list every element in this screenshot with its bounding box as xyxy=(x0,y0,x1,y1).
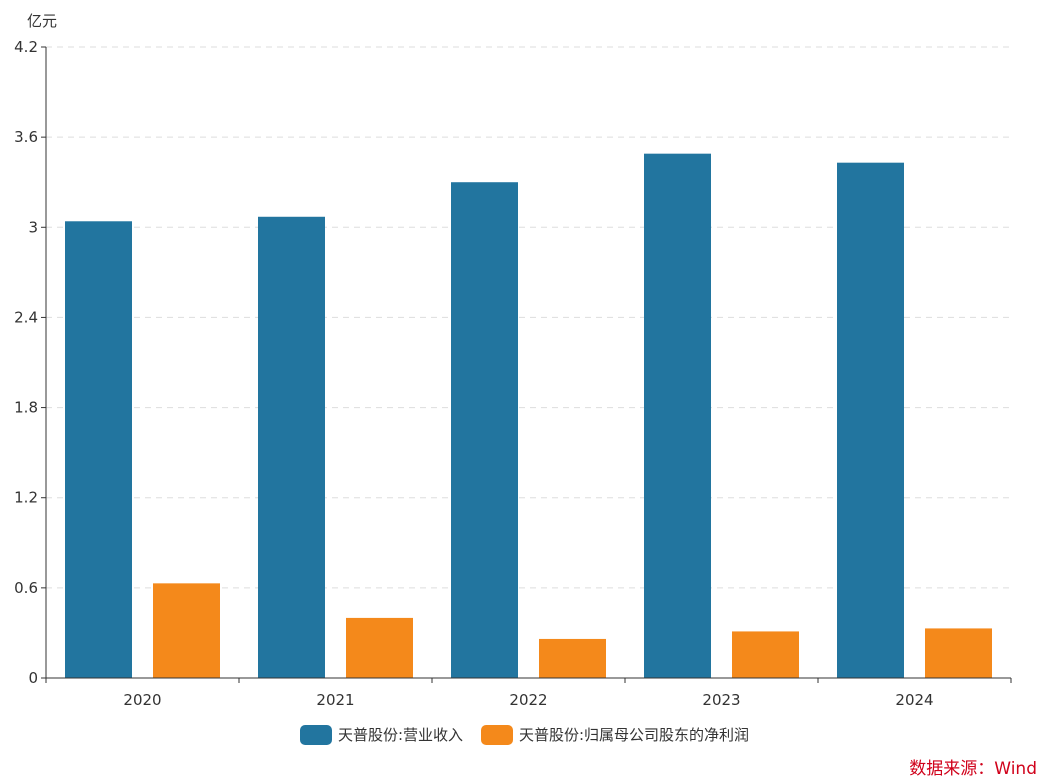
legend: 天普股份:营业收入 天普股份:归属母公司股东的净利润 xyxy=(0,724,1049,745)
y-tick-label: 2.4 xyxy=(14,308,38,326)
legend-swatch-net-profit xyxy=(481,724,513,745)
y-tick-label: 1.2 xyxy=(14,489,38,507)
y-tick-label: 1.8 xyxy=(14,399,38,417)
y-tick-label: 4.2 xyxy=(14,38,38,56)
x-tick-labels: 2020 2021 2022 2023 2024 xyxy=(123,691,933,709)
x-tick-label: 2021 xyxy=(316,691,354,709)
y-tick-labels: 0 0.6 1.2 1.8 2.4 3 3.6 4.2 xyxy=(14,38,38,687)
y-tick-label: 3.6 xyxy=(14,128,38,146)
legend-item-revenue[interactable]: 天普股份:营业收入 xyxy=(299,724,463,745)
x-tick-label: 2020 xyxy=(123,691,161,709)
bar-net-profit-2021[interactable] xyxy=(346,617,413,678)
bar-revenue-2024[interactable] xyxy=(837,162,904,678)
legend-item-net-profit[interactable]: 天普股份:归属母公司股东的净利润 xyxy=(481,724,749,745)
bar-revenue-2023[interactable] xyxy=(644,153,711,678)
x-tick-label: 2024 xyxy=(895,691,933,709)
y-tick-label: 3 xyxy=(28,218,38,236)
y-tick-label: 0.6 xyxy=(14,579,38,597)
bars xyxy=(65,153,992,678)
legend-label-revenue: 天普股份:营业收入 xyxy=(337,726,463,744)
legend-swatch-revenue xyxy=(299,724,332,745)
x-tick-label: 2023 xyxy=(702,691,740,709)
bar-net-profit-2023[interactable] xyxy=(732,631,799,678)
bar-revenue-2022[interactable] xyxy=(451,182,518,678)
bar-revenue-2021[interactable] xyxy=(258,216,325,678)
y-tick-label: 0 xyxy=(28,669,38,687)
x-tick-label: 2022 xyxy=(509,691,547,709)
data-source: 数据来源：Wind xyxy=(909,759,1037,779)
bar-revenue-2020[interactable] xyxy=(65,221,132,678)
bar-net-profit-2022[interactable] xyxy=(539,638,606,678)
bar-net-profit-2024[interactable] xyxy=(925,628,992,678)
y-unit-label: 亿元 xyxy=(27,12,57,30)
bar-net-profit-2020[interactable] xyxy=(153,583,220,678)
legend-label-net-profit: 天普股份:归属母公司股东的净利润 xyxy=(519,726,750,744)
axes xyxy=(41,46,1012,683)
